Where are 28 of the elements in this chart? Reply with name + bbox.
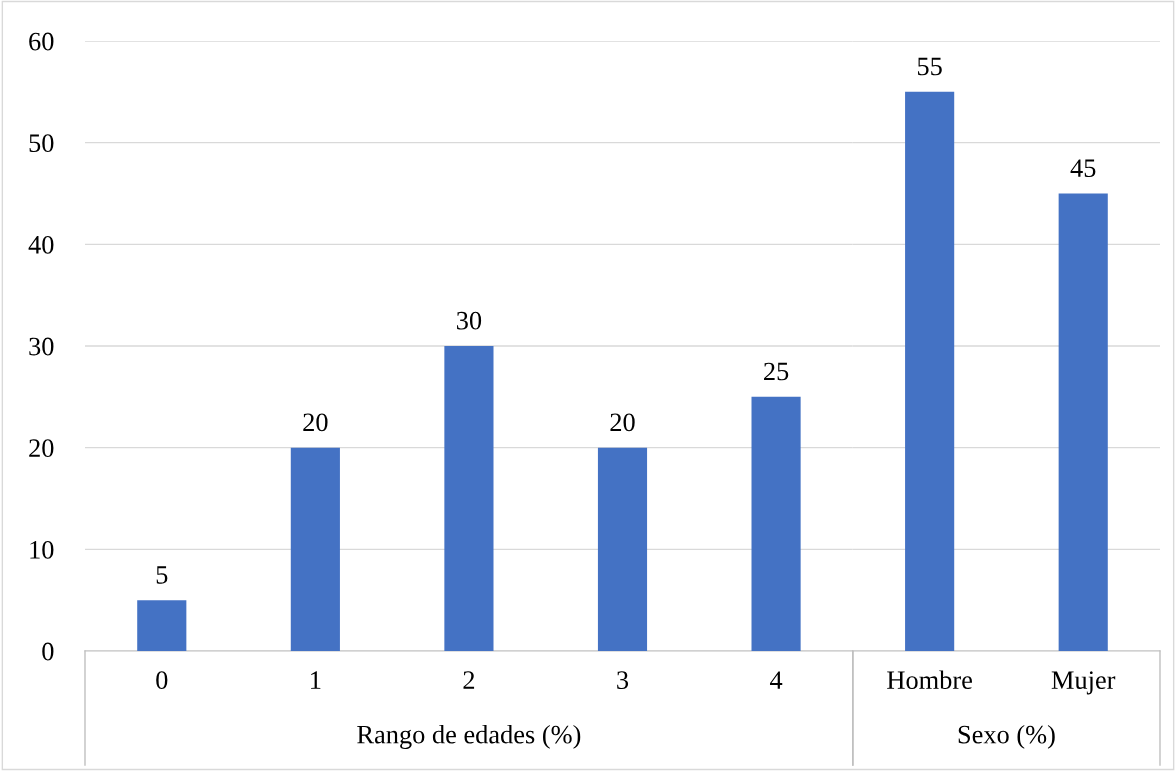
- y-tick-label: 40: [28, 235, 54, 254]
- data-label: 30: [457, 311, 482, 330]
- data-label: 5: [156, 566, 168, 584]
- bar: [751, 396, 801, 651]
- y-tick-label: 10: [30, 540, 54, 559]
- bar: [444, 346, 494, 651]
- x-tick-label: 4: [769, 671, 783, 689]
- x-axis-title: Rango de edades (%): [357, 724, 581, 749]
- x-tick-label: Mujer: [1051, 671, 1116, 695]
- x-tick-label: 3: [617, 671, 629, 690]
- bar: [290, 447, 340, 651]
- data-label: 55: [917, 57, 942, 76]
- x-tick-label: 0: [156, 671, 168, 690]
- x-tick-label: 2: [463, 671, 475, 689]
- y-tick-label: 30: [29, 337, 54, 356]
- data-label: 20: [610, 413, 635, 432]
- y-tick-label: 0: [42, 642, 54, 661]
- x-axis-title: Sexo (%): [958, 724, 1055, 749]
- bar: [137, 600, 187, 651]
- data-label: 25: [764, 362, 789, 381]
- x-tick-label: 1: [311, 671, 321, 689]
- bar: [597, 447, 648, 651]
- data-label: 45: [1070, 159, 1096, 178]
- y-tick-label: 60: [29, 32, 54, 51]
- x-tick-label: Hombre: [887, 670, 972, 690]
- y-tick-label: 50: [29, 134, 54, 153]
- data-label: 20: [303, 413, 328, 432]
- y-tick-label: 20: [29, 439, 54, 458]
